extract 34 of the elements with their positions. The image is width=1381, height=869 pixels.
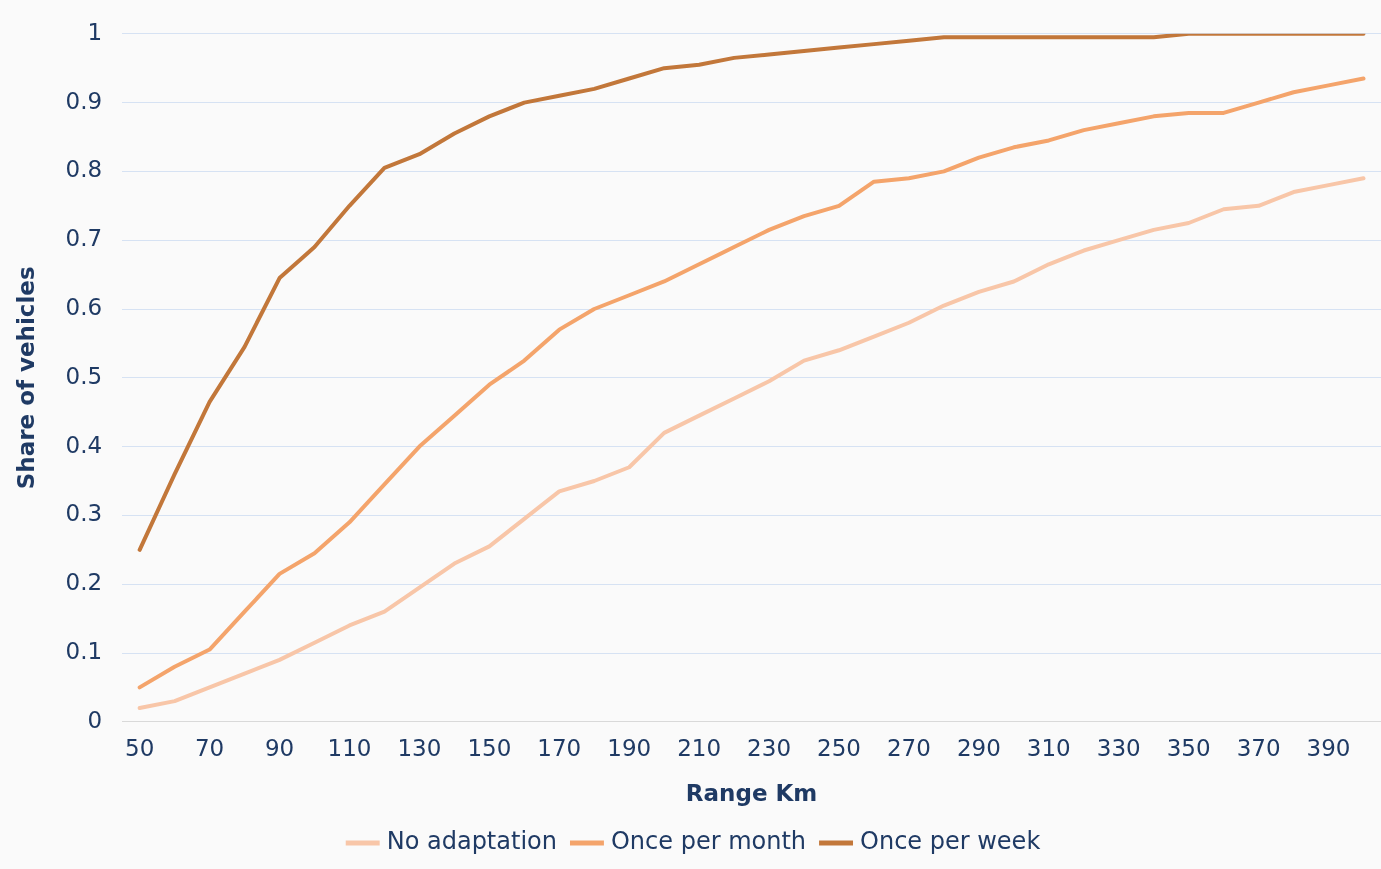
legend-label: Once per month — [610, 827, 807, 856]
y-tick-label: 0.4 — [65, 431, 103, 458]
x-tick-label: 170 — [537, 734, 582, 761]
x-tick-label: 190 — [607, 734, 652, 761]
x-tick-label: 270 — [886, 734, 931, 761]
y-tick-label: 0 — [87, 706, 103, 733]
x-tick-label: 390 — [1306, 734, 1351, 761]
x-tick-label: 210 — [677, 734, 722, 761]
y-tick-label: 0.7 — [65, 225, 103, 252]
y-axis-title: Share of vehicles — [12, 266, 39, 490]
x-tick-label: 330 — [1096, 734, 1141, 761]
x-tick-label: 250 — [817, 734, 861, 761]
y-tick-label: 1 — [87, 18, 103, 45]
y-tick-label: 0.3 — [65, 500, 103, 527]
x-tick-label: 70 — [194, 734, 225, 761]
x-tick-label: 110 — [327, 734, 372, 761]
x-tick-label: 150 — [467, 734, 512, 761]
x-tick-label: 130 — [397, 734, 442, 761]
y-tick-label: 0.1 — [65, 637, 103, 664]
x-axis-title: Range Km — [685, 780, 818, 807]
legend-label: No adaptation — [386, 827, 557, 856]
x-tick-label: 310 — [1026, 734, 1071, 761]
x-tick-label: 230 — [747, 734, 792, 761]
x-tick-label: 50 — [125, 734, 155, 761]
x-tick-label: 90 — [264, 734, 295, 761]
y-tick-label: 0.9 — [65, 87, 103, 114]
x-tick-label: 370 — [1236, 734, 1281, 761]
legend-label: Once per week — [860, 827, 1041, 856]
y-tick-label: 0.8 — [65, 156, 103, 183]
y-tick-label: 0.2 — [65, 569, 103, 596]
y-tick-label: 0.5 — [65, 362, 103, 389]
x-tick-label: 290 — [956, 734, 1001, 761]
y-tick-label: 0.6 — [65, 293, 103, 320]
x-tick-label: 350 — [1166, 734, 1211, 761]
